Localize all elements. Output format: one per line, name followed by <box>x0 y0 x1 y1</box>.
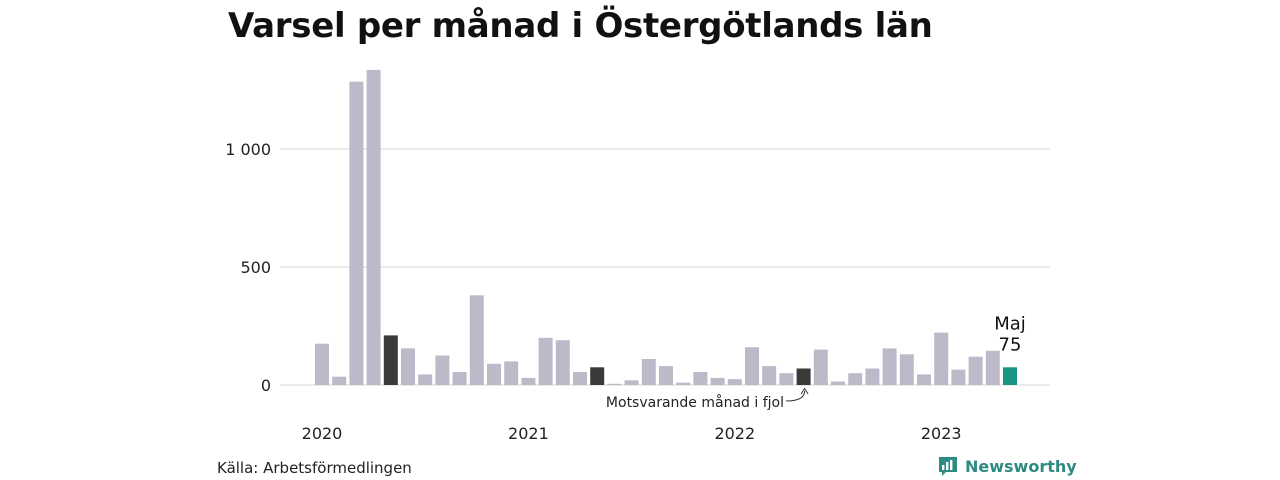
bar-2020-05 <box>383 335 398 385</box>
x-tick-label: 2022 <box>714 424 755 443</box>
bar-2023-04 <box>985 350 1000 385</box>
bar-2023-01 <box>934 332 949 385</box>
bar-2020-10 <box>469 295 484 385</box>
bar-2020-01 <box>315 343 329 385</box>
prev-year-annotation: Motsvarande månad i fjol <box>606 394 784 411</box>
newsworthy-logo-icon <box>939 457 957 476</box>
x-tick-label: 2023 <box>921 424 962 443</box>
x-axis-year-labels: 2020 2021 2022 2023 <box>302 424 962 443</box>
bar-2021-09 <box>659 366 673 385</box>
bar-2023-02 <box>951 369 966 385</box>
bars <box>315 69 1017 386</box>
bar-2020-12 <box>504 361 519 385</box>
y-tick-label: 1 000 <box>225 140 271 159</box>
bar-2020-07 <box>418 374 433 385</box>
bar-2021-12 <box>710 377 725 385</box>
y-tick-label: 0 <box>261 376 271 395</box>
chart-title: Varsel per månad i Östergötlands län <box>228 6 933 46</box>
brand-name: Newsworthy <box>965 456 1077 476</box>
bar-2022-10 <box>882 348 897 385</box>
bar-2020-03 <box>349 81 364 385</box>
x-tick-label: 2020 <box>302 424 343 443</box>
bar-2020-04 <box>366 69 381 386</box>
bar-2021-05 <box>590 367 605 385</box>
bar-2021-10 <box>676 382 691 385</box>
bar-2022-01 <box>727 379 742 385</box>
bar-2020-11 <box>487 363 501 385</box>
bar-2020-06 <box>401 348 415 385</box>
bar-2021-08 <box>641 359 656 385</box>
bar-2022-09 <box>865 368 880 385</box>
bar-2022-06 <box>813 349 828 385</box>
bar-2020-09 <box>452 372 467 385</box>
newsworthy-brand[interactable]: Newsworthy <box>937 455 1077 477</box>
source-note: Källa: Arbetsförmedlingen <box>217 459 412 477</box>
bar-2023-03 <box>968 356 983 385</box>
bar-2020-08 <box>435 355 450 385</box>
bar-2022-08 <box>848 373 863 385</box>
bar-2021-06 <box>607 383 622 385</box>
bar-2020-02 <box>332 376 347 385</box>
y-axis-tick-labels: 0 500 1 000 <box>225 140 271 395</box>
x-tick-label: 2021 <box>508 424 549 443</box>
bar-2022-05 <box>796 368 811 385</box>
y-tick-label: 500 <box>240 258 271 277</box>
bar-2022-12 <box>917 374 931 385</box>
current-month-label: Maj <box>994 313 1026 334</box>
bar-2021-01 <box>521 377 536 385</box>
bar-2022-03 <box>762 366 777 385</box>
bar-2021-02 <box>538 337 553 385</box>
bar-2023-05 <box>1003 367 1017 385</box>
bar-2021-04 <box>573 372 587 385</box>
bar-2022-07 <box>831 381 845 385</box>
bar-2021-03 <box>555 340 570 385</box>
bar-2022-02 <box>745 347 759 385</box>
annotation-arrow-line <box>785 390 806 402</box>
current-value-label: 75 <box>999 334 1022 355</box>
bar-2022-11 <box>899 354 914 385</box>
bar-2022-04 <box>779 373 794 385</box>
bar-2021-11 <box>693 372 708 385</box>
bar-2021-07 <box>624 380 639 385</box>
annotation-arrow-head <box>800 387 809 395</box>
